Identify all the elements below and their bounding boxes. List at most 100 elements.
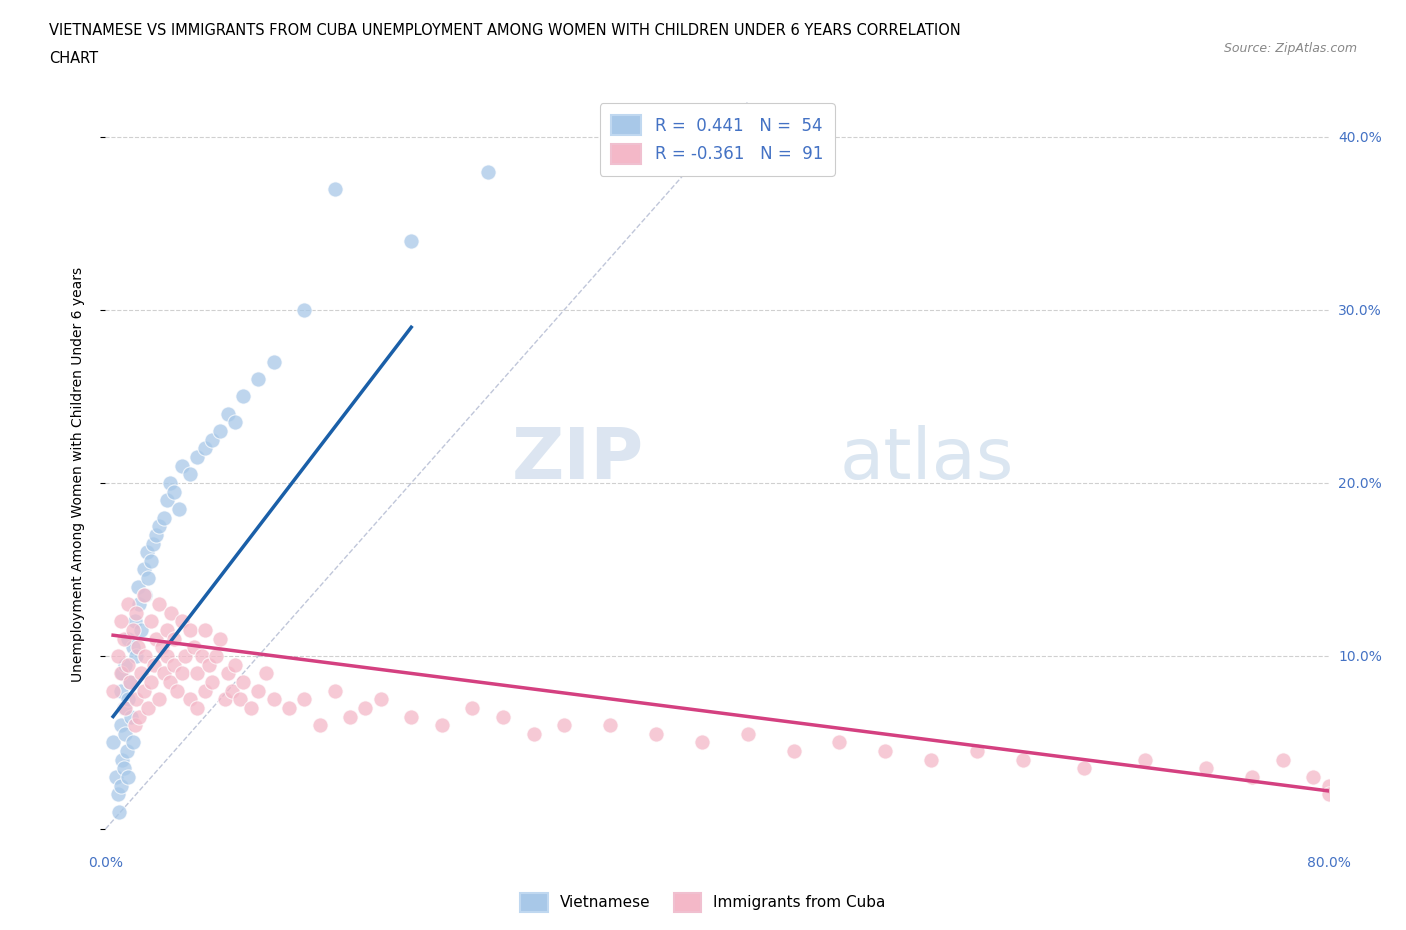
Point <box>1317 778 1340 793</box>
Point <box>1011 752 1033 767</box>
Text: ZIP: ZIP <box>512 425 644 494</box>
Point <box>136 700 159 715</box>
Point <box>101 684 124 698</box>
Point <box>107 787 129 802</box>
Point <box>191 648 214 663</box>
Point <box>132 684 155 698</box>
Point <box>141 614 163 629</box>
Point <box>179 692 201 707</box>
Point <box>122 622 145 637</box>
Point <box>201 432 224 447</box>
Point <box>179 622 201 637</box>
Point <box>125 692 148 707</box>
Point <box>966 744 988 759</box>
Point <box>101 735 124 750</box>
Point <box>114 658 136 672</box>
Point <box>737 726 759 741</box>
Point <box>214 692 236 707</box>
Point <box>224 415 246 430</box>
Point <box>112 631 135 646</box>
Point <box>323 181 346 196</box>
Point <box>117 770 139 785</box>
Point <box>198 658 221 672</box>
Point <box>292 302 315 317</box>
Point <box>1241 770 1264 785</box>
Point <box>107 648 129 663</box>
Point <box>254 666 277 681</box>
Point <box>401 233 423 248</box>
Text: CHART: CHART <box>49 51 98 66</box>
Text: Source: ZipAtlas.com: Source: ZipAtlas.com <box>1223 42 1357 55</box>
Point <box>1195 761 1218 776</box>
Point <box>232 674 254 689</box>
Point <box>186 700 208 715</box>
Point <box>122 640 145 655</box>
Point <box>122 735 145 750</box>
Point <box>143 658 166 672</box>
Point <box>644 726 666 741</box>
Point <box>145 527 167 542</box>
Point <box>599 718 621 733</box>
Point <box>110 778 132 793</box>
Point <box>114 726 136 741</box>
Point <box>148 597 170 612</box>
Point <box>115 744 138 759</box>
Point <box>125 605 148 620</box>
Point <box>1073 761 1095 776</box>
Y-axis label: Unemployment Among Women with Children Under 6 years: Unemployment Among Women with Children U… <box>70 267 84 682</box>
Point <box>145 631 167 646</box>
Point <box>186 666 208 681</box>
Point <box>232 389 254 404</box>
Point <box>920 752 942 767</box>
Point <box>1271 752 1294 767</box>
Point <box>117 692 139 707</box>
Point <box>828 735 851 750</box>
Point <box>136 571 159 586</box>
Point <box>239 700 262 715</box>
Point <box>204 648 226 663</box>
Point <box>170 666 193 681</box>
Point <box>105 770 128 785</box>
Point <box>170 614 193 629</box>
Point <box>186 449 208 464</box>
Point <box>477 164 499 179</box>
Point <box>523 726 546 741</box>
Point <box>174 648 197 663</box>
Point <box>221 684 243 698</box>
Point <box>129 666 152 681</box>
Point <box>194 441 217 456</box>
Point <box>112 761 135 776</box>
Point <box>194 684 217 698</box>
Point <box>110 684 132 698</box>
Point <box>117 597 139 612</box>
Point <box>110 718 132 733</box>
Point <box>148 692 170 707</box>
Point <box>114 700 136 715</box>
Point <box>782 744 804 759</box>
Point <box>112 700 135 715</box>
Point <box>461 700 484 715</box>
Text: VIETNAMESE VS IMMIGRANTS FROM CUBA UNEMPLOYMENT AMONG WOMEN WITH CHILDREN UNDER : VIETNAMESE VS IMMIGRANTS FROM CUBA UNEMP… <box>49 23 960 38</box>
Point <box>278 700 301 715</box>
Point <box>155 622 177 637</box>
Point <box>308 718 330 733</box>
Point <box>124 718 146 733</box>
Point <box>875 744 897 759</box>
Point <box>124 614 146 629</box>
Legend: R =  0.441   N =  54, R = -0.361   N =  91: R = 0.441 N = 54, R = -0.361 N = 91 <box>599 103 835 176</box>
Point <box>201 674 224 689</box>
Point <box>370 692 392 707</box>
Point <box>117 631 139 646</box>
Point <box>492 709 515 724</box>
Point <box>224 658 246 672</box>
Point <box>339 709 361 724</box>
Point <box>111 752 134 767</box>
Point <box>132 588 155 603</box>
Point <box>401 709 423 724</box>
Point <box>108 804 131 819</box>
Point <box>160 605 183 620</box>
Point <box>430 718 453 733</box>
Legend: Vietnamese, Immigrants from Cuba: Vietnamese, Immigrants from Cuba <box>515 887 891 918</box>
Point <box>194 622 217 637</box>
Point <box>128 597 150 612</box>
